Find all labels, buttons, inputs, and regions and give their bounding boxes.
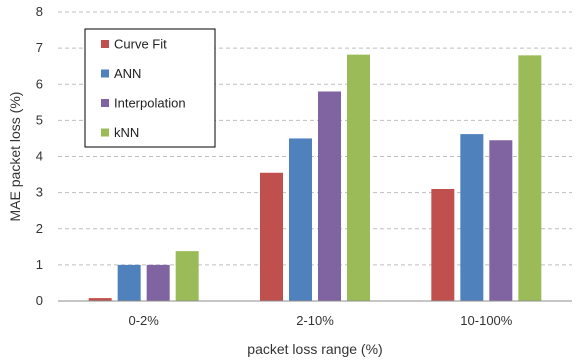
legend-swatch (101, 69, 109, 78)
x-tick-label: 10-100% (460, 313, 512, 328)
y-tick-label: 4 (36, 149, 43, 164)
bar-curve-fit-1 (260, 172, 283, 301)
x-axis-title: packet loss range (%) (247, 341, 382, 357)
y-tick-label: 8 (36, 4, 43, 19)
legend-label: kNN (114, 125, 139, 140)
legend-box (84, 28, 216, 148)
legend-label: Interpolation (114, 96, 186, 111)
bars (88, 54, 542, 301)
bar-interpolation-2 (489, 140, 513, 301)
legend-label: Curve Fit (114, 37, 167, 52)
legend-swatch (101, 99, 109, 107)
legend-swatch (101, 40, 109, 48)
bar-knn-2 (518, 55, 542, 301)
bar-knn-1 (347, 54, 370, 301)
y-tick-label: 0 (36, 293, 43, 308)
x-axis-ticks: 0-2% 2-10% 10-100% (128, 313, 512, 328)
legend-swatch (101, 128, 109, 137)
bar-interpolation-0 (146, 264, 170, 301)
legend-label: ANN (114, 66, 141, 81)
bar-interpolation-1 (318, 91, 341, 301)
y-tick-label: 2 (36, 221, 43, 236)
bar-ann-0 (117, 264, 141, 301)
bar-ann-1 (289, 138, 312, 301)
y-tick-label: 1 (36, 257, 43, 272)
y-axis-ticks: 0 1 2 3 4 5 6 7 8 (36, 4, 43, 308)
bar-curve-fit-2 (431, 189, 455, 301)
y-tick-label: 3 (36, 185, 43, 200)
y-tick-label: 5 (36, 112, 43, 127)
y-tick-label: 7 (36, 40, 43, 55)
x-tick-label: 2-10% (296, 313, 334, 328)
bar-knn-0 (175, 251, 199, 301)
x-tick-label: 0-2% (128, 313, 159, 328)
bar-ann-2 (460, 134, 484, 301)
legend: Curve Fit ANN Interpolation kNN (84, 28, 216, 148)
y-axis-title: MAE packet loss (%) (7, 92, 23, 222)
bar-curve-fit-0 (88, 298, 112, 301)
y-tick-label: 6 (36, 76, 43, 91)
